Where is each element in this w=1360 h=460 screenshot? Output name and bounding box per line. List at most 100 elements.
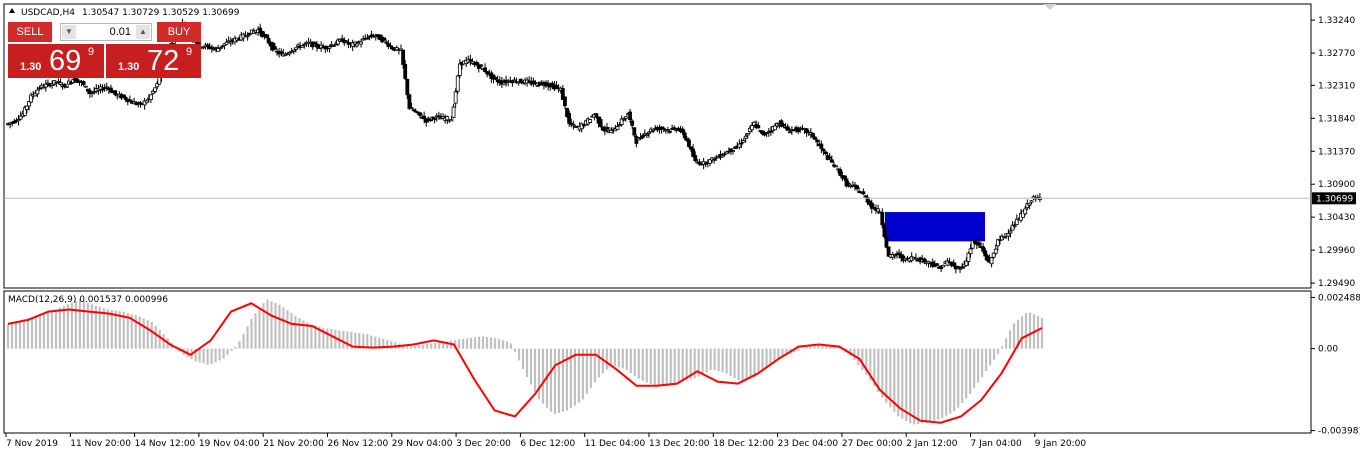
sell-price-fraction: 9 bbox=[88, 46, 95, 58]
candle bbox=[369, 30, 374, 39]
candle bbox=[739, 138, 744, 148]
candle bbox=[741, 138, 746, 143]
candle bbox=[827, 152, 832, 161]
candle bbox=[563, 96, 567, 109]
candle bbox=[96, 84, 101, 95]
candle bbox=[813, 136, 817, 140]
candle bbox=[478, 64, 483, 69]
candle bbox=[981, 243, 986, 254]
candle bbox=[56, 78, 61, 85]
candle bbox=[756, 121, 761, 129]
buy-price-prefix: 1.30 bbox=[118, 61, 140, 73]
buy-price-main: 72 bbox=[147, 45, 180, 77]
candle bbox=[571, 120, 576, 130]
candle bbox=[1027, 203, 1032, 210]
buy-price-box[interactable]: 1.30 72 9 bbox=[106, 44, 201, 78]
candle bbox=[605, 122, 609, 133]
candle bbox=[687, 137, 691, 148]
candle bbox=[1006, 229, 1011, 241]
candle bbox=[914, 253, 918, 262]
candle bbox=[897, 249, 901, 259]
candle bbox=[287, 51, 292, 57]
candle bbox=[811, 132, 815, 139]
candle bbox=[363, 34, 368, 41]
sell-price-box[interactable]: 1.30 69 9 bbox=[8, 44, 104, 78]
candle bbox=[565, 107, 569, 118]
macd-axis: 0.002488 0.00 -0.003981 bbox=[1311, 293, 1360, 437]
candle bbox=[455, 74, 460, 95]
lot-increase-icon[interactable]: ▲ bbox=[136, 25, 150, 39]
lot-size-value[interactable]: 0.01 bbox=[109, 26, 131, 38]
candle bbox=[144, 99, 149, 104]
candle bbox=[804, 128, 809, 137]
lot-size-field[interactable]: ▼ 0.01 ▲ bbox=[60, 23, 152, 41]
candle bbox=[352, 41, 357, 48]
candle bbox=[228, 37, 233, 47]
candle bbox=[279, 48, 284, 57]
candle bbox=[838, 167, 843, 177]
candle bbox=[861, 188, 866, 196]
candle bbox=[737, 139, 742, 150]
candle bbox=[113, 90, 118, 97]
time-tick-label: 19 Nov 04:00 bbox=[199, 439, 260, 449]
candle bbox=[966, 251, 971, 266]
candle bbox=[83, 85, 88, 88]
candle bbox=[951, 259, 956, 268]
candle bbox=[104, 82, 109, 91]
buy-button[interactable]: BUY bbox=[157, 22, 201, 42]
candle bbox=[657, 124, 662, 134]
current-price-label: 1.30699 bbox=[1316, 194, 1353, 204]
candle bbox=[422, 111, 427, 124]
candle bbox=[886, 246, 891, 257]
candle bbox=[27, 101, 31, 111]
candle bbox=[672, 125, 677, 131]
candle bbox=[428, 118, 433, 122]
candle bbox=[12, 118, 17, 125]
candle bbox=[354, 41, 359, 48]
candle bbox=[651, 129, 656, 134]
price-tick-label: 1.30900 bbox=[1318, 180, 1355, 190]
candle bbox=[407, 93, 412, 111]
candle bbox=[149, 94, 153, 104]
triangle-up-icon[interactable] bbox=[9, 8, 15, 13]
candle bbox=[518, 78, 523, 83]
candle bbox=[16, 114, 21, 126]
candle bbox=[539, 80, 544, 86]
candle bbox=[640, 133, 645, 140]
time-tick-label: 7 Jan 04:00 bbox=[971, 439, 1023, 449]
candle bbox=[1023, 205, 1028, 216]
candle bbox=[60, 82, 65, 90]
time-tick-label: 9 Jan 20:00 bbox=[1035, 439, 1087, 449]
candle bbox=[850, 181, 855, 188]
candle bbox=[302, 43, 307, 49]
candle bbox=[871, 203, 876, 211]
candle bbox=[451, 103, 456, 119]
candle bbox=[623, 116, 628, 122]
candle bbox=[621, 117, 626, 122]
candle bbox=[842, 175, 847, 182]
candle bbox=[510, 79, 515, 87]
sell-button[interactable]: SELL bbox=[8, 22, 52, 42]
candle bbox=[373, 33, 378, 41]
candle bbox=[598, 116, 603, 128]
macd-tick-label: -0.003981 bbox=[1318, 427, 1360, 437]
candle bbox=[493, 76, 498, 81]
candle bbox=[264, 33, 269, 39]
candle bbox=[689, 146, 693, 153]
lot-decrease-icon[interactable]: ▼ bbox=[62, 25, 76, 39]
candle bbox=[90, 91, 94, 98]
candle bbox=[266, 34, 271, 45]
candle bbox=[666, 126, 670, 134]
candle bbox=[560, 85, 565, 100]
candle bbox=[222, 43, 227, 50]
candle bbox=[991, 252, 996, 259]
candle bbox=[995, 239, 1000, 251]
candle bbox=[46, 79, 50, 87]
candle bbox=[602, 125, 607, 136]
rectangle-object[interactable] bbox=[885, 212, 985, 242]
candle bbox=[399, 44, 403, 51]
chart-shift-marker-icon[interactable] bbox=[1044, 4, 1056, 10]
time-tick-label: 3 Dec 20:00 bbox=[456, 439, 511, 449]
blue-zone-rectangle[interactable] bbox=[885, 212, 985, 242]
